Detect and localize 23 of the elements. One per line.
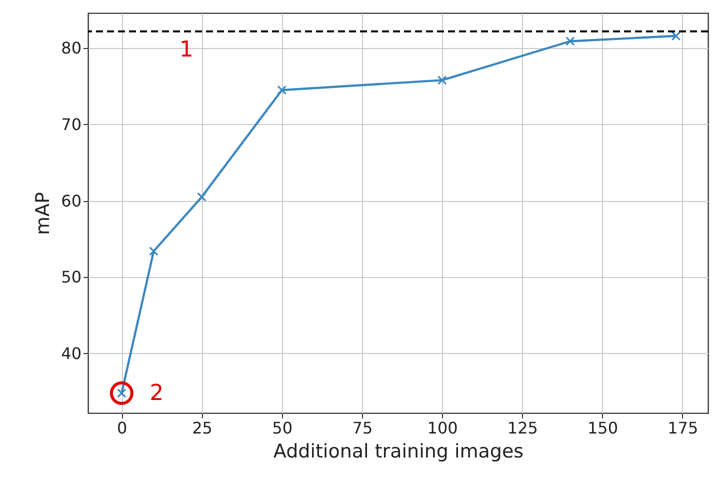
x-tick-label: 75 xyxy=(352,418,373,438)
y-tick-label: 60 xyxy=(61,191,82,210)
x-tick-label: 150 xyxy=(587,418,618,438)
annotation: 1 xyxy=(179,37,194,62)
x-tick-label: 100 xyxy=(427,418,458,438)
x-axis-title: Additional training images xyxy=(273,440,524,462)
point xyxy=(149,246,158,256)
annotation: 2 xyxy=(150,381,164,406)
x-tick-label: 50 xyxy=(272,418,293,438)
point xyxy=(437,76,447,85)
y-tick-label: 80 xyxy=(61,38,82,58)
y-tick-label: 50 xyxy=(61,268,82,287)
point xyxy=(277,85,287,95)
point xyxy=(197,192,206,202)
x-tick-label: 125 xyxy=(507,418,538,438)
point xyxy=(566,36,575,46)
x-tick-label: 25 xyxy=(192,418,212,438)
y-tick-label: 70 xyxy=(61,114,82,134)
y-axis-title: mAP xyxy=(32,192,54,235)
x-tick-label: 0 xyxy=(117,418,128,438)
y-tick-label: 40 xyxy=(61,344,82,363)
x-tick-label: 175 xyxy=(668,418,698,438)
point xyxy=(671,31,681,41)
